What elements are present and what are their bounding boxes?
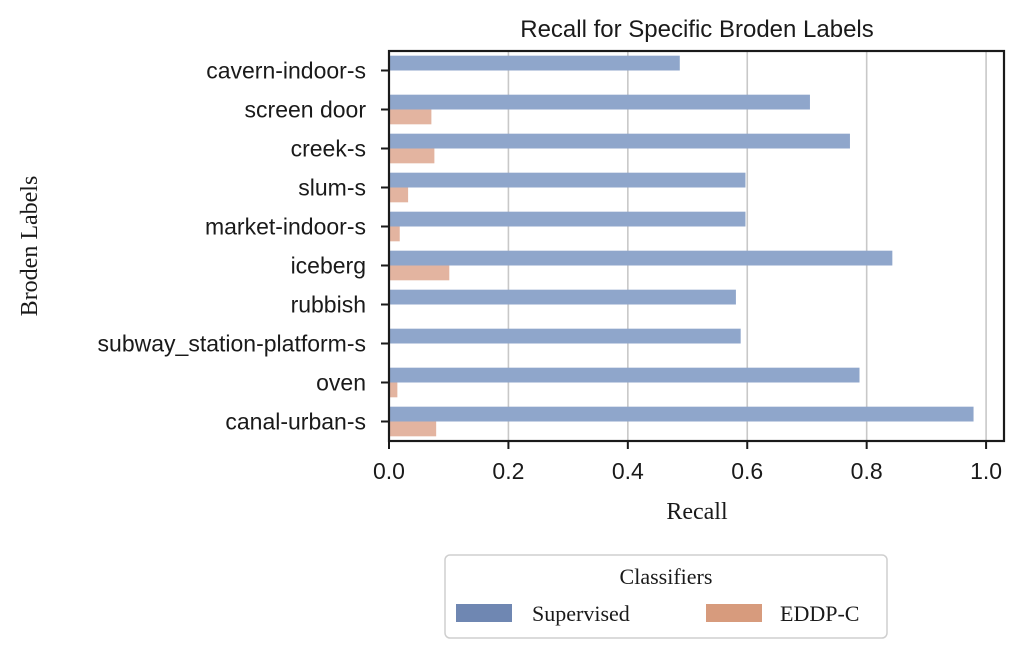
- bar-eddp-c: [389, 187, 409, 203]
- x-axis-ticks: 0.0 0.2 0.4 0.6 0.8 1.0: [373, 441, 1002, 484]
- legend-swatch-supervised: [456, 604, 512, 622]
- x-tick-label: 0.4: [612, 458, 644, 484]
- y-tick-label: slum-s: [298, 175, 366, 201]
- bar-eddp-c: [389, 382, 398, 398]
- x-tick-label: 0.6: [731, 458, 763, 484]
- legend-title: Classifiers: [620, 564, 713, 589]
- y-tick-label: canal-urban-s: [225, 409, 366, 435]
- y-tick-label: cavern-indoor-s: [206, 58, 366, 84]
- x-axis-label: Recall: [666, 499, 728, 525]
- y-tick-label: screen door: [245, 97, 367, 123]
- y-tick-label: creek-s: [291, 136, 366, 162]
- bar-eddp-c: [389, 265, 450, 281]
- bar-supervised: [389, 94, 810, 110]
- x-tick-label: 0.2: [492, 458, 524, 484]
- y-tick-label: rubbish: [291, 292, 366, 318]
- legend: Classifiers Supervised EDDP-C: [444, 554, 888, 639]
- bar-eddp-c: [389, 226, 400, 242]
- x-tick-label: 1.0: [970, 458, 1002, 484]
- bar-supervised: [389, 172, 746, 188]
- bar-supervised: [389, 328, 741, 344]
- bars: [389, 55, 974, 437]
- plot-frame: [387, 49, 1006, 443]
- chart-title: Recall for Specific Broden Labels: [520, 16, 874, 43]
- x-tick-label: 0.8: [851, 458, 883, 484]
- bar-supervised: [389, 367, 860, 383]
- bar-eddp-c: [389, 421, 437, 437]
- legend-swatch-eddp-c: [706, 604, 762, 622]
- y-axis-ticks: cavern-indoor-s screen door creek-s slum-s m…: [98, 58, 389, 435]
- y-tick-label: subway_station-platform-s: [98, 331, 366, 357]
- legend-label-supervised: Supervised: [532, 601, 630, 626]
- bar-supervised: [389, 250, 893, 266]
- bar-supervised: [389, 211, 746, 227]
- y-tick-label: iceberg: [291, 253, 366, 279]
- legend-label-eddp-c: EDDP-C: [780, 601, 859, 626]
- bar-eddp-c: [389, 148, 435, 164]
- bar-supervised: [389, 55, 680, 71]
- bar-supervised: [389, 289, 736, 305]
- bar-eddp-c: [389, 109, 432, 125]
- bar-supervised: [389, 406, 974, 422]
- y-tick-label: oven: [316, 370, 366, 396]
- y-axis-label: Broden Labels: [17, 176, 43, 317]
- bar-supervised: [389, 133, 850, 149]
- legend-box: [444, 554, 888, 639]
- x-tick-label: 0.0: [373, 458, 405, 484]
- y-tick-label: market-indoor-s: [205, 214, 366, 240]
